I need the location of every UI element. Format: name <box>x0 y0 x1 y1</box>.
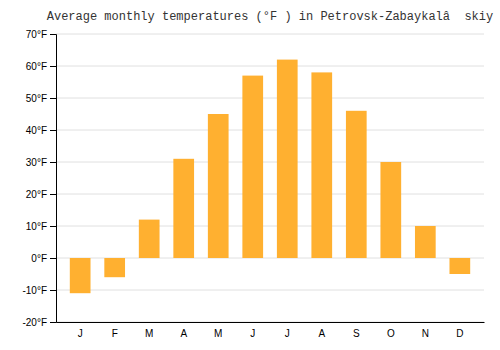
x-tick-label: M <box>214 328 222 339</box>
x-tick: F <box>112 328 118 339</box>
y-tick: -20°F <box>22 317 56 328</box>
x-tick-label: A <box>180 328 187 339</box>
grid <box>56 34 484 322</box>
grid-line <box>56 290 484 291</box>
bar <box>208 114 229 258</box>
x-tick: S <box>353 328 360 339</box>
x-tick: J <box>250 328 255 339</box>
x-tick: J <box>285 328 290 339</box>
y-tick: -10°F <box>22 285 56 296</box>
y-tick-label: -20°F <box>22 317 47 328</box>
y-tick-mark <box>50 162 56 163</box>
x-tick-label: N <box>422 328 429 339</box>
x-tick-label: O <box>387 328 395 339</box>
x-tick-label: J <box>250 328 255 339</box>
x-tick: M <box>145 328 153 339</box>
bar <box>70 258 91 293</box>
y-axis: -20°F -10°F 0°F 10°F 20°F 30°F 40°F 50°F 60°F 70°… <box>22 29 56 328</box>
y-tick-mark <box>50 66 56 67</box>
y-tick-mark <box>50 130 56 131</box>
grid-line <box>56 162 484 163</box>
y-tick-label: 10°F <box>26 221 47 232</box>
x-tick: M <box>214 328 222 339</box>
title: Average monthly temperatures (°F ) in Pe… <box>47 10 493 24</box>
y-tick: 50°F <box>26 93 56 104</box>
y-tick-label: 20°F <box>26 189 47 200</box>
bar <box>104 258 125 277</box>
y-tick-mark <box>50 34 56 35</box>
y-tick-mark <box>50 98 56 99</box>
x-tick-label: J <box>285 328 290 339</box>
y-tick-label: 0°F <box>31 253 47 264</box>
grid-line <box>56 34 484 35</box>
x-tick: J <box>78 328 83 339</box>
x-tick-label: D <box>456 328 463 339</box>
x-tick-label: S <box>353 328 360 339</box>
axis-line <box>50 35 57 323</box>
y-tick: 40°F <box>26 125 56 136</box>
y-tick-label: 50°F <box>26 93 47 104</box>
grid-line <box>56 322 484 323</box>
x-tick: A <box>318 328 325 339</box>
y-tick-label: -10°F <box>22 285 47 296</box>
axis-line <box>57 322 485 323</box>
bar <box>311 72 332 258</box>
y-tick-mark <box>50 290 56 291</box>
x-tick: O <box>387 328 395 339</box>
y-tick: 0°F <box>31 253 56 264</box>
x-tick-label: A <box>318 328 325 339</box>
y-tick-label: 40°F <box>26 125 47 136</box>
bar <box>449 258 470 274</box>
bar <box>173 159 194 258</box>
y-tick-label: 60°F <box>26 61 47 72</box>
grid-line <box>56 66 484 67</box>
x-tick-label: M <box>145 328 153 339</box>
y-tick-label: 30°F <box>26 157 47 168</box>
bars <box>70 60 470 294</box>
x-tick: D <box>456 328 463 339</box>
y-tick-label: 70°F <box>26 29 47 40</box>
y-tick: 10°F <box>26 221 56 232</box>
y-tick-mark <box>50 194 56 195</box>
y-tick-mark <box>50 322 56 323</box>
y-tick: 30°F <box>26 157 56 168</box>
x-tick: N <box>422 328 429 339</box>
y-tick: 70°F <box>26 29 56 40</box>
grid-line <box>56 130 484 131</box>
grid-line <box>56 194 484 195</box>
x-tick-label: F <box>112 328 118 339</box>
y-tick: 20°F <box>26 189 56 200</box>
x-tick-label: J <box>78 328 83 339</box>
x-axis: JFMAMJJASOND <box>57 323 485 340</box>
y-tick-mark <box>50 226 56 227</box>
x-tick: A <box>180 328 187 339</box>
y-tick-mark <box>50 258 56 259</box>
bar <box>346 111 367 258</box>
bar <box>380 162 401 258</box>
bar <box>139 220 160 258</box>
bar <box>415 226 436 258</box>
bar <box>277 60 298 258</box>
bar <box>242 76 263 258</box>
y-tick: 60°F <box>26 61 56 72</box>
grid-line <box>56 98 484 99</box>
chart: J F M A M J J A S O N D -20°F -10°F 0°F 10°F 20°F 30°F 40°… <box>0 0 500 350</box>
